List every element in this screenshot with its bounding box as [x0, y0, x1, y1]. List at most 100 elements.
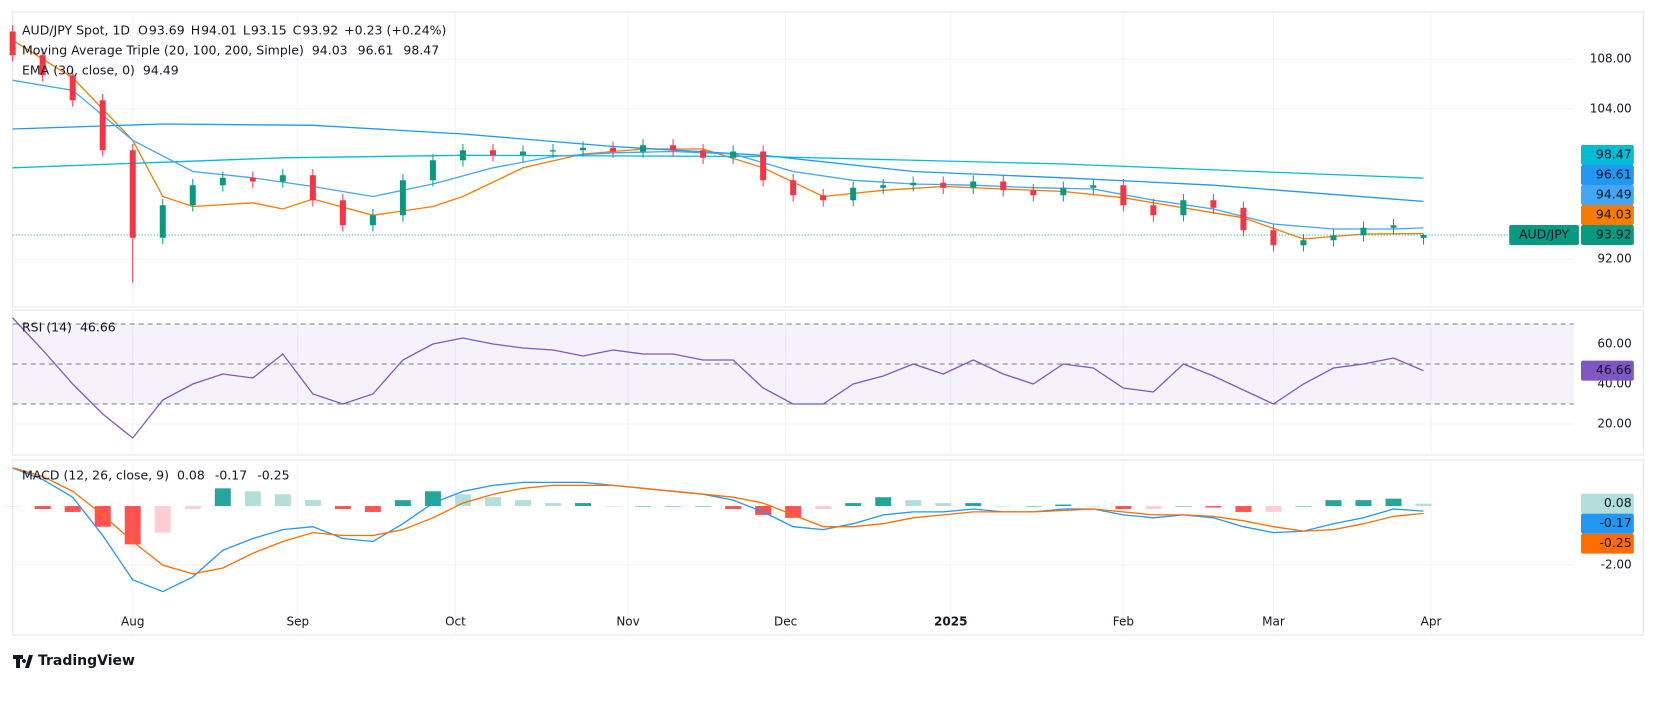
- indicator-name: RSI (14): [22, 320, 72, 335]
- candle-body: [880, 185, 887, 188]
- indicator-name: MACD (12, 26, close, 9): [22, 468, 169, 483]
- histogram-bar: [545, 503, 562, 507]
- candle-body: [790, 180, 797, 196]
- candle-body: [309, 175, 316, 201]
- price-axis-label-text: 98.47: [1596, 147, 1632, 162]
- histogram-bar: [184, 506, 201, 509]
- macd-axis-label-text: -0.17: [1599, 515, 1631, 530]
- y-tick-label: -2.00: [1601, 558, 1632, 572]
- rsi-axis-label-text: 46.66: [1596, 362, 1632, 377]
- candle-body: [1060, 187, 1067, 196]
- pane-border: [12, 459, 1644, 636]
- symbol-badge-text: AUD/JPY: [1519, 227, 1569, 242]
- x-tick-label: Feb: [1113, 615, 1134, 629]
- histogram-bar: [1085, 506, 1102, 507]
- candle-body: [429, 160, 436, 181]
- price-axis-label-text: 93.92: [1596, 227, 1632, 242]
- histogram-bar: [1265, 506, 1282, 512]
- indicator-value: -0.17: [215, 468, 247, 483]
- x-tick-label: Dec: [774, 615, 797, 629]
- candle-body: [399, 180, 406, 216]
- histogram-bar: [935, 503, 952, 507]
- candle-body: [369, 215, 376, 226]
- indicator-name: EMA (30, close, 0): [22, 63, 135, 78]
- candle-body: [189, 185, 196, 206]
- pane-border: [12, 309, 1644, 456]
- histogram-bar: [635, 506, 652, 507]
- price-axis-label-box: [1581, 145, 1634, 165]
- histogram-bar: [154, 506, 171, 533]
- candle-body: [1030, 190, 1037, 196]
- indicator-value: 94.49: [143, 63, 179, 78]
- candle-body: [1420, 235, 1427, 238]
- candle-body: [1300, 240, 1307, 246]
- histogram-bar: [64, 506, 81, 512]
- candle-body: [129, 150, 136, 238]
- candle-body: [1120, 185, 1127, 206]
- y-tick-label: 60.00: [1597, 337, 1631, 351]
- price-axis-label: 98.47: [1581, 145, 1634, 165]
- candle-body: [99, 100, 106, 151]
- price-axis-label: 94.49: [1581, 185, 1634, 205]
- histogram-bar: [1025, 506, 1042, 507]
- histogram-bar: [875, 497, 892, 507]
- x-tick-label: Nov: [616, 615, 639, 629]
- indicator-value: 96.61: [358, 43, 394, 58]
- x-tick-label: Aug: [121, 615, 144, 629]
- histogram-bar: [1235, 506, 1252, 512]
- candle-body: [670, 145, 677, 151]
- symbol-badge-box: [1509, 225, 1579, 245]
- x-tick-label: 2025: [934, 615, 967, 629]
- histogram-bar: [1145, 506, 1162, 509]
- rsi-axis-label: 46.66: [1581, 360, 1634, 381]
- y-tick-label: 104.00: [1590, 102, 1632, 116]
- candle-body: [69, 75, 76, 101]
- change-percent: (+0.24%): [387, 23, 447, 38]
- candle-body: [940, 182, 947, 188]
- histogram-bar: [94, 506, 111, 527]
- price-axis-label-text: 94.03: [1596, 207, 1632, 222]
- candle-body: [550, 150, 557, 152]
- histogram-bar: [394, 500, 411, 507]
- histogram-bar: [124, 506, 141, 545]
- y-tick-label: 92.00: [1597, 252, 1631, 266]
- chart-title: AUD/JPY Spot, 1D: [22, 23, 130, 38]
- x-tick-label: Oct: [445, 615, 466, 629]
- histogram-bar: [815, 506, 832, 509]
- macd-axis-label-box: [1581, 533, 1634, 554]
- macd-axis-label: 0.08: [1581, 493, 1634, 514]
- ohlc-value: 93.92: [302, 23, 338, 38]
- price-axis-label-text: 94.49: [1596, 187, 1632, 202]
- histogram-bar: [514, 500, 531, 507]
- x-tick-label: Sep: [287, 615, 310, 629]
- price-axis-label-box: [1581, 225, 1634, 245]
- macd-axis-label-text: 0.08: [1604, 495, 1632, 510]
- histogram-bar: [244, 491, 261, 507]
- candle-body: [1390, 225, 1397, 228]
- histogram-bar: [965, 503, 982, 507]
- logo: TradingView: [13, 653, 135, 669]
- histogram-bar: [484, 497, 501, 507]
- rsi-axis-label-box: [1581, 360, 1634, 381]
- candle-body: [1330, 235, 1337, 241]
- histogram-bar: [4, 506, 21, 507]
- candle-body: [1360, 227, 1367, 236]
- y-tick-label: 108.00: [1590, 52, 1632, 66]
- rsi-line: [12, 317, 1424, 439]
- indicator-value: 46.66: [80, 320, 116, 335]
- indicator-name: Moving Average Triple (20, 100, 200, Sim…: [22, 43, 304, 58]
- price-axis-label-box: [1581, 185, 1634, 205]
- histogram-bar: [424, 491, 441, 507]
- histogram-bar: [334, 506, 351, 509]
- histogram-bar: [1415, 503, 1432, 507]
- histogram-bar: [454, 494, 471, 507]
- ohlc-letter: L: [243, 23, 250, 38]
- macd-line: [12, 467, 1424, 575]
- histogram-bar: [695, 506, 712, 507]
- histogram-bar: [1205, 506, 1222, 508]
- histogram-bar: [1295, 506, 1312, 507]
- histogram-bar: [605, 506, 622, 507]
- ohlc-value: 93.69: [149, 23, 185, 38]
- histogram-bar: [905, 500, 922, 507]
